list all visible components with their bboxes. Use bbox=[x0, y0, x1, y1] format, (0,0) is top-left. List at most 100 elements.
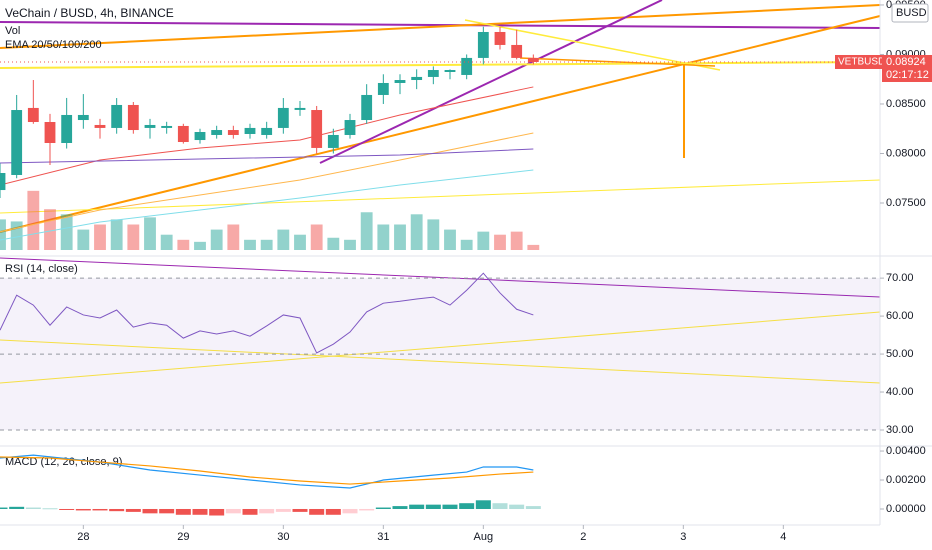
volume-bar bbox=[360, 212, 373, 250]
volume-bar bbox=[377, 224, 390, 250]
histogram-bar bbox=[42, 508, 58, 510]
candle-body bbox=[94, 124, 106, 128]
candle-body bbox=[344, 120, 356, 135]
ema-line bbox=[0, 148, 534, 164]
y-tick-label: 50.00 bbox=[886, 348, 914, 360]
volume-bar bbox=[444, 229, 456, 250]
volume-bar bbox=[277, 229, 290, 250]
x-tick-label: Aug bbox=[474, 531, 494, 543]
histogram-bar bbox=[59, 508, 75, 510]
y-tick-label: 0.00200 bbox=[886, 474, 926, 486]
y-tick-label: 0.00000 bbox=[886, 503, 926, 515]
candle-body bbox=[261, 127, 273, 135]
histogram-bar bbox=[375, 507, 391, 509]
y-tick-label: 60.00 bbox=[886, 310, 914, 322]
volume-bar bbox=[310, 224, 323, 250]
histogram-bar bbox=[175, 508, 191, 515]
histogram-bar bbox=[509, 504, 525, 509]
volume-bar bbox=[77, 229, 90, 250]
last-price-label: 0.08924 bbox=[886, 56, 926, 68]
rsi-label: RSI (14, close) bbox=[5, 263, 78, 275]
histogram-bar bbox=[392, 506, 408, 509]
user-drawings bbox=[0, 0, 881, 431]
volume-label: Vol bbox=[5, 25, 20, 37]
y-tick-label: 30.00 bbox=[886, 424, 914, 436]
candle-body bbox=[61, 114, 73, 143]
volume-bar bbox=[410, 214, 423, 250]
candle-body bbox=[461, 57, 473, 75]
ema-line bbox=[0, 169, 534, 241]
volume-bar bbox=[210, 229, 223, 250]
histogram-bar bbox=[459, 503, 475, 509]
candle-body bbox=[244, 127, 256, 134]
volume-bar bbox=[427, 219, 440, 250]
histogram-bar bbox=[159, 508, 175, 514]
y-tick-label: 0.08500 bbox=[886, 98, 926, 110]
macd-line bbox=[0, 456, 534, 485]
candle-body bbox=[377, 82, 389, 95]
histogram-bar bbox=[259, 508, 275, 514]
currency-box bbox=[891, 3, 929, 23]
volume-bar bbox=[144, 217, 156, 250]
y-tick-label: 0.08000 bbox=[886, 147, 926, 159]
histogram-bar bbox=[359, 508, 375, 511]
candle-body bbox=[161, 125, 173, 128]
chart-title: VeChain / BUSD, 4h, BINANCE bbox=[5, 6, 174, 20]
candle-body bbox=[294, 107, 306, 110]
trendline bbox=[519, 57, 716, 67]
y-tick-label: 40.00 bbox=[886, 386, 914, 398]
histogram-bar bbox=[242, 508, 258, 515]
currency-label: BUSD bbox=[896, 7, 927, 19]
volume-bar bbox=[510, 231, 523, 250]
volume-bar bbox=[527, 244, 540, 250]
volume-bar bbox=[194, 241, 206, 250]
trendline bbox=[0, 179, 881, 214]
x-tick-label: 2 bbox=[580, 531, 586, 543]
volume-bar bbox=[44, 209, 56, 250]
rsi-line bbox=[0, 272, 534, 354]
trendline bbox=[319, 0, 663, 164]
candle-body bbox=[361, 94, 373, 121]
trendline bbox=[0, 311, 881, 384]
volume-bar bbox=[0, 219, 6, 250]
candle-body bbox=[427, 70, 439, 77]
last-price-tag bbox=[882, 54, 932, 82]
volume-bar bbox=[10, 221, 23, 250]
x-tick-label: 30 bbox=[277, 531, 289, 543]
macd-line bbox=[0, 454, 534, 489]
histogram-bar bbox=[292, 508, 308, 512]
histogram-bar bbox=[275, 508, 291, 512]
candle-body bbox=[411, 76, 423, 81]
candle-body bbox=[0, 173, 6, 191]
candle-body bbox=[477, 31, 489, 58]
y-tick-label: 0.00400 bbox=[886, 445, 926, 457]
volume-bar bbox=[27, 190, 40, 250]
candle-body bbox=[11, 110, 23, 175]
histogram-bar bbox=[442, 504, 458, 509]
histogram-bar bbox=[492, 503, 508, 509]
candle-body bbox=[177, 125, 189, 143]
trendline bbox=[0, 61, 881, 69]
histogram-bar bbox=[325, 508, 341, 515]
volume-bar bbox=[110, 219, 123, 250]
histogram-bar bbox=[125, 508, 141, 512]
histogram-bar bbox=[25, 507, 41, 509]
volume-bar bbox=[60, 214, 73, 250]
macd-label: MACD (12, 26, close, 9) bbox=[5, 456, 122, 468]
volume-bar bbox=[294, 234, 306, 250]
symbol-label: VETBUSD bbox=[838, 57, 885, 68]
candle-body bbox=[227, 130, 239, 135]
symbol-tag bbox=[835, 54, 882, 69]
candle-body bbox=[211, 130, 223, 135]
x-tick-label: 28 bbox=[77, 531, 89, 543]
histogram-bar bbox=[142, 508, 158, 514]
histogram-bar bbox=[525, 506, 541, 509]
volume-bar bbox=[127, 224, 140, 250]
candle-body bbox=[77, 114, 89, 121]
candle-body bbox=[27, 107, 39, 123]
volume-bar bbox=[227, 224, 240, 250]
ema-line bbox=[0, 132, 534, 233]
x-tick-label: 29 bbox=[177, 531, 189, 543]
histogram-bar bbox=[225, 508, 241, 514]
